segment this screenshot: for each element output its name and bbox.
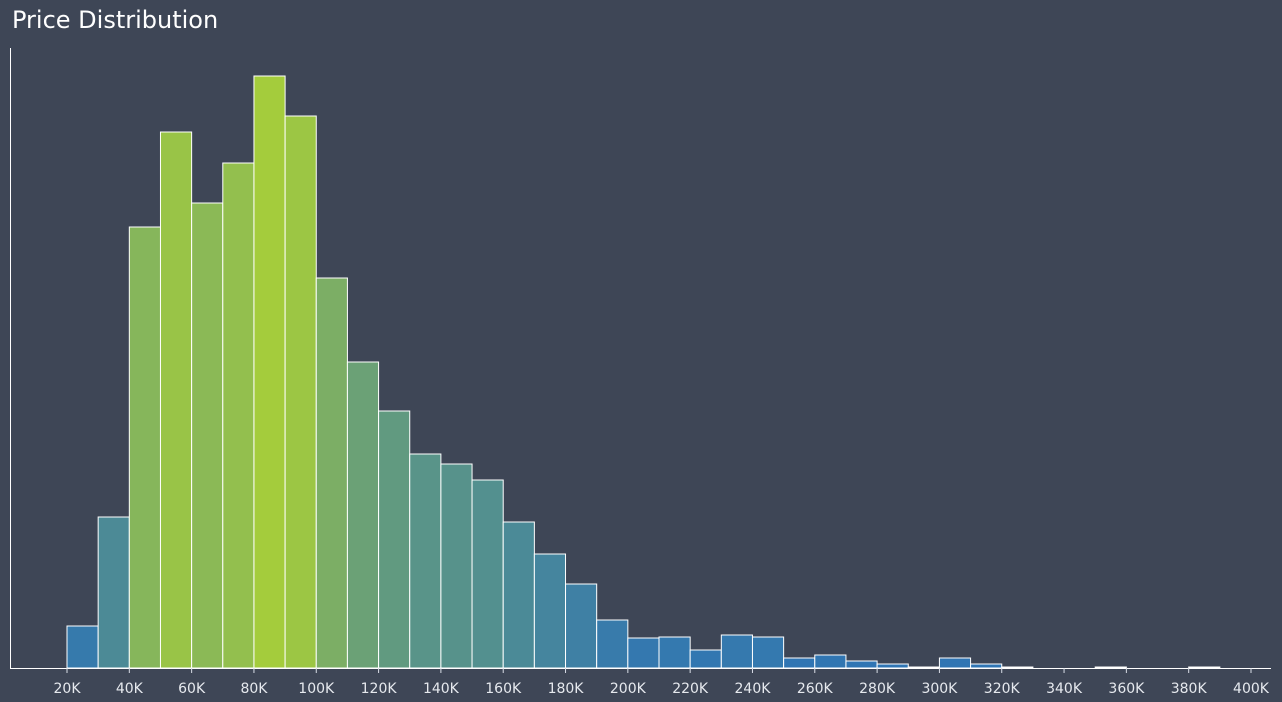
x-tick-label: 120K: [361, 681, 398, 697]
x-tick-label: 200K: [610, 681, 647, 697]
histogram-bar: [970, 663, 1003, 669]
histogram-bar: [222, 162, 255, 669]
histogram-bar: [159, 131, 193, 669]
histogram-bar: [315, 277, 348, 669]
histogram-bar: [346, 361, 380, 669]
x-tick-label: 100K: [298, 681, 335, 697]
histogram-bar: [907, 666, 940, 669]
x-tick-label: 180K: [548, 681, 585, 697]
x-tick-label: 260K: [797, 681, 834, 697]
histogram-bar: [533, 553, 567, 669]
histogram-bar: [876, 663, 909, 669]
histogram-bar: [1001, 666, 1034, 669]
x-tick-label: 360K: [1108, 681, 1145, 697]
x-tick-label: 380K: [1171, 681, 1208, 697]
histogram-bar: [284, 115, 317, 669]
histogram-bar: [409, 453, 442, 669]
x-ticks-group: 20K 40K 60K 80K 100K 120K 140K 160K 180K 200K 220K…: [54, 668, 1270, 697]
x-tick-label: 280K: [859, 681, 896, 697]
histogram-bar: [1188, 666, 1221, 669]
histogram-bar: [565, 583, 598, 669]
histogram-bar: [97, 516, 130, 669]
x-tick-label: 40K: [116, 681, 144, 697]
histogram-bar: [253, 75, 286, 669]
x-tick-label: 140K: [423, 681, 460, 697]
histogram-bar: [751, 636, 785, 669]
histogram-bar: [658, 636, 691, 669]
x-tick-label: 300K: [921, 681, 958, 697]
x-tick-label: 60K: [178, 681, 206, 697]
x-tick-label: 20K: [54, 681, 82, 697]
histogram-bar: [689, 649, 722, 669]
histogram-bar: [814, 654, 847, 669]
x-tick-label: 320K: [984, 681, 1021, 697]
histogram-bar: [440, 463, 473, 669]
histogram-bar: [128, 226, 161, 669]
histogram-bar: [378, 410, 411, 669]
x-tick-label: 400K: [1233, 681, 1270, 697]
histogram-bar: [596, 619, 629, 669]
histogram-bar: [502, 521, 535, 669]
histogram-bar: [720, 634, 753, 669]
histogram-bar: [845, 660, 878, 669]
histogram-bar: [783, 657, 816, 669]
chart-title: Price Distribution: [12, 6, 219, 34]
x-tick-label: 220K: [672, 681, 709, 697]
histogram-bar: [938, 657, 972, 669]
histogram-bar: [66, 625, 99, 669]
histogram-bar: [471, 479, 504, 669]
bars-group: [66, 75, 1221, 669]
histogram-bar: [627, 637, 660, 669]
x-tick-label: 340K: [1046, 681, 1083, 697]
x-tick-label: 80K: [240, 681, 268, 697]
histogram-bar: [191, 202, 224, 669]
x-tick-label: 240K: [735, 681, 772, 697]
histogram-bar: [1094, 666, 1127, 669]
x-tick-label: 160K: [485, 681, 522, 697]
